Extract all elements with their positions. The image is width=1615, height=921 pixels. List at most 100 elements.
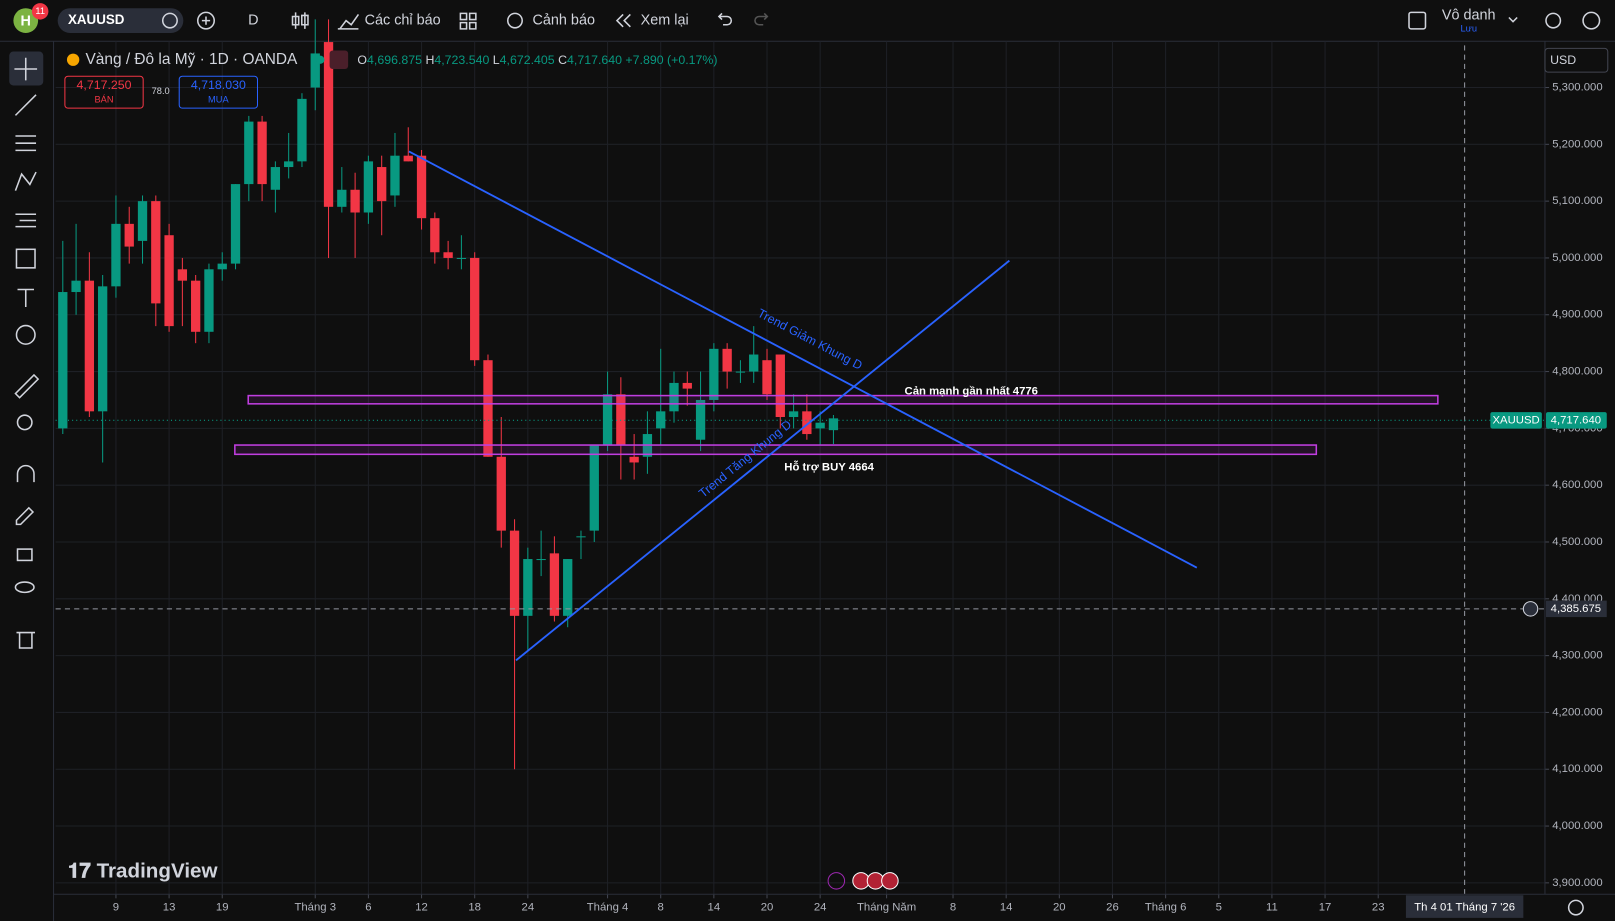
candle-body	[297, 98, 307, 162]
candle-body	[137, 201, 148, 241]
y-tick-label: 4,300.000	[1552, 650, 1602, 662]
down-trendline[interactable]	[408, 150, 1198, 569]
sell-button[interactable]	[64, 75, 144, 109]
y-tick-label: 4,200.000	[1552, 706, 1602, 718]
redo-button[interactable]	[754, 12, 769, 26]
watermark: 𝟏𝟕 TradingView	[68, 860, 219, 883]
plus-icon	[201, 16, 211, 25]
compare-button[interactable]	[196, 11, 216, 30]
candle-body	[310, 53, 320, 88]
support-label: Hỗ trợ BUY 4664	[784, 461, 874, 474]
candle-body	[270, 167, 281, 190]
watermark-logo: 𝟏𝟕	[68, 860, 97, 883]
layout-dropdown[interactable]	[1508, 16, 1518, 23]
candle-body	[629, 456, 639, 463]
candle-body	[363, 161, 374, 213]
resistance-zone[interactable]	[247, 394, 1439, 405]
visibility-tool[interactable]	[14, 581, 35, 594]
symbol-logo	[66, 53, 80, 66]
event-flag[interactable]	[881, 872, 899, 890]
y-tick-label: 5,300.000	[1552, 82, 1602, 94]
measure-tool[interactable]	[14, 373, 40, 399]
x-tick-label: 17	[1319, 902, 1332, 914]
candle-body	[111, 223, 121, 287]
x-tick-label: 18	[468, 902, 481, 914]
open-label: O	[357, 53, 367, 67]
pattern-tool[interactable]	[14, 171, 37, 191]
fib-tool[interactable]	[15, 135, 37, 152]
candle-body	[390, 155, 400, 196]
undo-button[interactable]	[717, 12, 733, 26]
alerts-button[interactable]: Cảnh báo	[532, 12, 594, 28]
zoom-tool[interactable]	[16, 414, 33, 431]
symbol: XAUUSD	[68, 12, 125, 27]
candle-body	[177, 269, 188, 281]
x-tick-label: 8	[950, 902, 956, 914]
y-tick-label: 4,500.000	[1552, 536, 1602, 548]
x-tick-label: 24	[522, 902, 535, 914]
layout-button[interactable]	[1408, 11, 1427, 30]
buy-button[interactable]	[178, 75, 259, 109]
layout-name[interactable]: Vô danh	[1442, 7, 1496, 23]
watermark-text: TradingView	[97, 860, 219, 883]
indicators-icon	[337, 13, 360, 30]
add-alert[interactable]	[1522, 601, 1539, 617]
up-trendline[interactable]	[515, 259, 1010, 662]
delete-tool[interactable]	[16, 631, 36, 649]
close-label: C	[558, 53, 567, 67]
symbol-icon	[161, 12, 178, 29]
candle-body	[602, 394, 613, 446]
x-tick-label: 20	[761, 902, 774, 914]
currency: USD	[1550, 53, 1576, 67]
x-tick-label: 12	[415, 902, 428, 914]
candle-body	[483, 360, 493, 457]
quick-search[interactable]	[1545, 12, 1562, 29]
sell-price: 4,717.250	[77, 78, 132, 92]
candle-body	[775, 354, 785, 418]
candle-body	[84, 280, 95, 412]
save-label[interactable]: Lưu	[1460, 23, 1477, 33]
candle-body	[815, 422, 825, 429]
candle-body	[217, 263, 227, 270]
crosshair-date: Th 4 01 Tháng 7 '26	[1414, 902, 1515, 914]
low-label: L	[493, 53, 500, 67]
templates-button[interactable]	[459, 12, 477, 30]
chart: 3,900.000 4,000.000 4,100.000 4,200.000 4,30…	[55, 19, 1603, 914]
y-tick-label: 3,900.000	[1552, 877, 1602, 889]
drawing-mode[interactable]	[15, 506, 35, 526]
currency-select[interactable]	[1544, 47, 1609, 73]
trendline-tool[interactable]	[14, 94, 37, 116]
chart-type-button[interactable]	[291, 12, 309, 29]
open-value: 4,696.875	[367, 53, 422, 67]
axis-settings[interactable]	[1567, 899, 1584, 916]
shape-tool[interactable]	[15, 248, 36, 269]
candle-body	[762, 360, 772, 395]
text-tool[interactable]	[17, 288, 34, 307]
candle-body	[735, 371, 746, 373]
close-value: 4,717.640	[567, 53, 622, 67]
candle-body	[749, 354, 759, 372]
settings-button[interactable]	[1582, 11, 1601, 30]
lock-tool[interactable]	[16, 548, 33, 562]
emoji-tool[interactable]	[15, 324, 36, 345]
candle-body	[257, 121, 267, 185]
x-tick-label: 5	[1216, 902, 1222, 914]
replay-button[interactable]: Xem lại	[641, 12, 689, 28]
candle-body	[456, 257, 467, 259]
event-icon[interactable]	[827, 872, 846, 890]
y-tick-label: 4,000.000	[1552, 820, 1602, 832]
magnet-tool[interactable]	[16, 464, 35, 483]
avatar[interactable]	[13, 8, 39, 33]
resistance-label: Cản mạnh gần nhất 4776	[905, 385, 1038, 397]
prediction-tool[interactable]	[15, 213, 37, 228]
interval[interactable]: D	[248, 12, 258, 28]
x-tick-label: Tháng 4	[587, 902, 629, 914]
x-tick-label: 20	[1053, 902, 1066, 914]
indicators-button[interactable]: Các chỉ báo	[365, 12, 441, 28]
candle-body	[350, 189, 360, 213]
symbol-search[interactable]	[57, 8, 184, 33]
y-tick-label: 5,000.000	[1552, 252, 1602, 264]
candle-body	[656, 411, 666, 429]
